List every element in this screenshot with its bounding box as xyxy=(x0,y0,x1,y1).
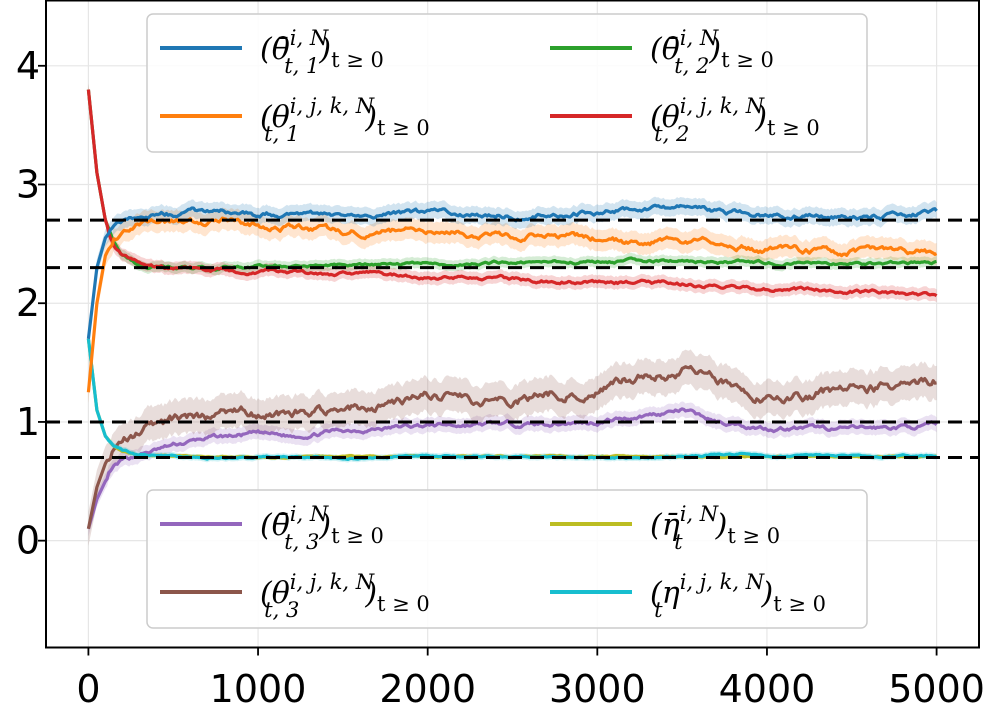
reference-lines xyxy=(46,218,979,460)
confidence-bands xyxy=(88,83,937,546)
axis-ticks: 0 1000 2000 3000 4000 5000 0 1 2 3 4 xyxy=(16,44,985,709)
band-theta_bar_1 xyxy=(88,196,937,348)
series-lines xyxy=(86,89,938,530)
band-theta_bar_3 xyxy=(88,401,937,537)
band-theta_ijk_3 xyxy=(88,349,937,546)
legend-box xyxy=(146,13,868,153)
series-line-theta_bar_3 xyxy=(86,407,938,530)
y-tick-label: 3 xyxy=(16,163,40,207)
y-tick-label: 0 xyxy=(16,519,40,563)
x-tick-label: 0 xyxy=(76,667,100,709)
y-tick-label: 1 xyxy=(16,400,40,444)
series-line-theta_ijk_2 xyxy=(86,89,938,298)
y-tick-label: 4 xyxy=(16,44,40,88)
band-theta_ijk_1 xyxy=(88,207,937,403)
x-tick-label: 1000 xyxy=(210,667,307,709)
x-tick-label: 4000 xyxy=(719,667,816,709)
y-tick-label: 2 xyxy=(16,281,40,325)
x-tick-label: 2000 xyxy=(379,667,476,709)
series-line-theta_ijk_3 xyxy=(86,364,937,530)
x-tick-label: 3000 xyxy=(549,667,646,709)
x-tick-label: 5000 xyxy=(888,667,985,709)
plot-frame xyxy=(45,0,980,649)
legend-box xyxy=(146,489,868,629)
